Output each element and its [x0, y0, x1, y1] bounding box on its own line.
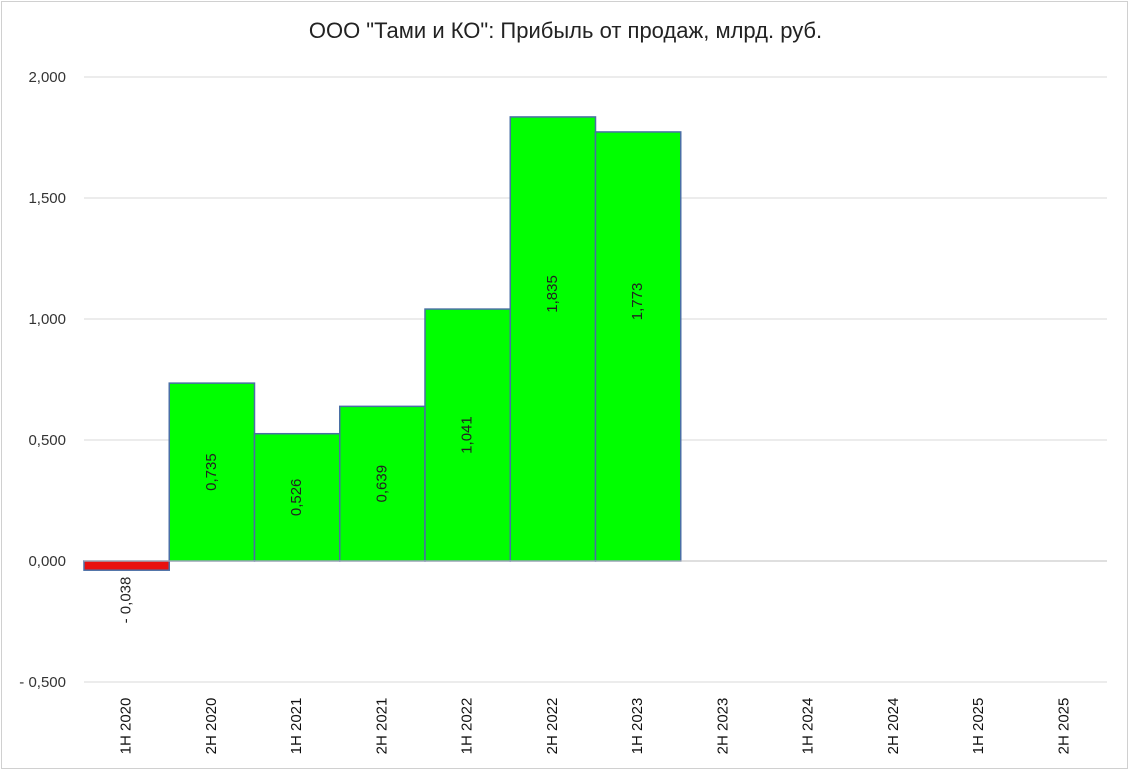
y-tick-label: 1,000	[28, 311, 66, 328]
y-tick-label: 1,500	[28, 190, 66, 207]
y-tick-label: - 0,500	[19, 674, 66, 691]
bar	[168, 382, 256, 562]
x-category-label: 1H 2025	[970, 698, 987, 755]
x-category-label: 1H 2022	[459, 698, 476, 755]
data-label: 0,639	[373, 465, 390, 503]
x-category-label: 2H 2021	[373, 698, 390, 755]
data-label: - 0,038	[118, 577, 135, 624]
y-tick-label: 0,000	[28, 553, 66, 570]
data-label: 1,041	[459, 416, 476, 454]
x-category-label: 2H 2024	[885, 698, 902, 755]
x-category-label: 2H 2022	[544, 698, 561, 755]
x-category-label: 1H 2021	[288, 698, 305, 755]
y-tick-label: 0,500	[28, 432, 66, 449]
x-category-label: 2H 2020	[203, 698, 220, 755]
x-category-label: 1H 2024	[800, 698, 817, 755]
data-label: 1,773	[629, 283, 646, 321]
data-label: 0,526	[288, 479, 305, 517]
chart-title: ООО "Тами и КО": Прибыль от продаж, млрд…	[308, 18, 823, 43]
x-category-label: 2H 2025	[1055, 698, 1072, 755]
bar	[509, 116, 597, 562]
data-label: 1,835	[544, 275, 561, 313]
bar	[594, 131, 682, 562]
x-category-label: 2H 2023	[714, 698, 731, 755]
x-category-label: 1H 2023	[629, 698, 646, 755]
y-tick-label: 2,000	[28, 69, 66, 86]
x-category-label: 1H 2020	[118, 698, 135, 755]
data-label: 0,735	[203, 453, 220, 491]
bar	[83, 560, 170, 571]
